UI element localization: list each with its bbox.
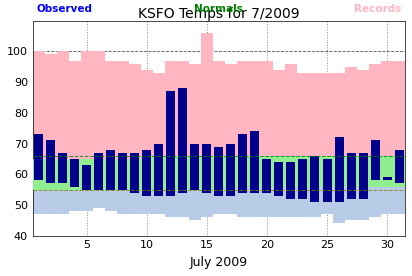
Bar <box>370 140 379 181</box>
Bar <box>311 156 319 202</box>
Bar <box>94 153 103 190</box>
Bar <box>227 144 235 196</box>
Bar <box>214 147 223 196</box>
Bar <box>46 140 55 184</box>
Bar <box>154 144 164 196</box>
Bar <box>358 153 368 199</box>
Bar <box>286 162 295 199</box>
Title: KSFO Temps for 7/2009: KSFO Temps for 7/2009 <box>138 7 300 21</box>
Bar <box>59 153 67 184</box>
Bar <box>166 91 176 196</box>
Bar <box>250 131 260 193</box>
Bar <box>70 159 80 187</box>
Bar <box>202 144 211 193</box>
Bar <box>82 165 91 190</box>
Text: Records: Records <box>353 4 401 14</box>
Bar <box>178 88 187 193</box>
Bar <box>395 150 404 184</box>
Bar <box>190 144 199 190</box>
Bar <box>274 162 283 196</box>
Bar <box>382 177 391 181</box>
Text: Observed: Observed <box>37 4 93 14</box>
Text: Normals: Normals <box>194 4 243 14</box>
Bar <box>346 153 356 199</box>
Bar <box>239 134 248 193</box>
Bar <box>335 137 344 202</box>
X-axis label: July 2009: July 2009 <box>190 256 248 269</box>
Bar <box>130 153 139 193</box>
Bar <box>118 153 127 190</box>
Bar <box>106 150 115 190</box>
Bar <box>262 159 272 193</box>
Bar <box>323 159 332 202</box>
Bar <box>298 159 307 199</box>
Bar <box>143 150 151 196</box>
Bar <box>34 134 43 181</box>
